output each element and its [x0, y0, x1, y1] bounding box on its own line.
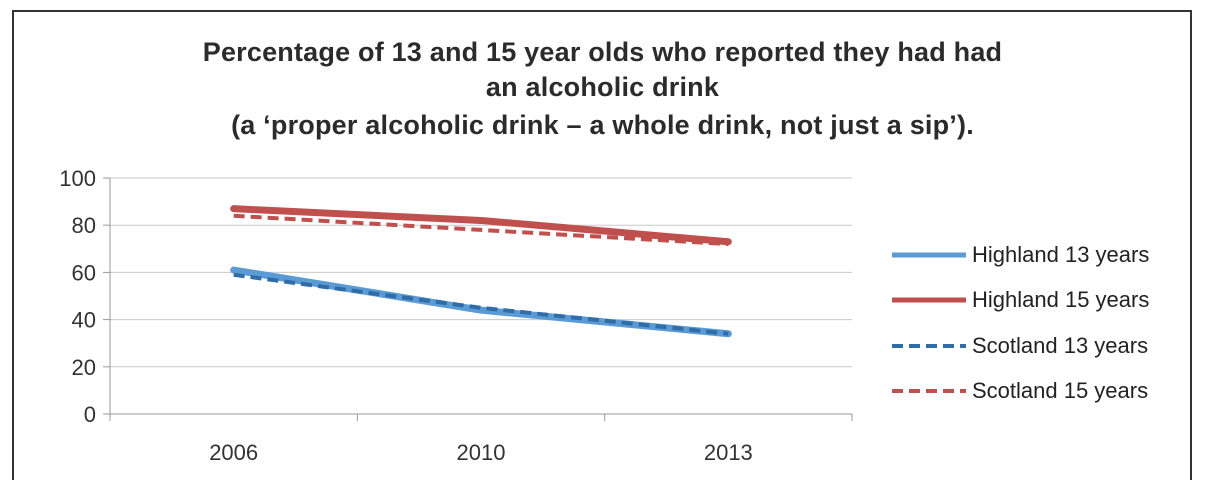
legend-swatch	[892, 343, 966, 348]
legend-label: Scotland 15 years	[972, 378, 1149, 404]
series-line-scotland-15-years	[233, 213, 729, 247]
series-line-highland-13-years	[230, 266, 732, 338]
chart-title-line-1: Percentage of 13 and 15 year olds who re…	[202, 37, 1003, 67]
y-tick-label: 40	[72, 308, 96, 333]
chart-frame	[12, 10, 1192, 480]
series-line-scotland-13-years	[233, 272, 729, 336]
legend: Highland 13 years Highland 15 years Scotla…	[890, 232, 1149, 414]
y-tick-label: 0	[84, 402, 96, 427]
legend-item: Highland 13 years	[890, 232, 1149, 278]
chart-title-line-2: an alcoholic drink	[485, 72, 720, 102]
y-tick-label: 100	[59, 166, 96, 191]
chart-title-line-3: (a ‘proper alcoholic drink – a whole dri…	[231, 110, 974, 140]
legend-swatch	[892, 297, 966, 303]
x-tick-label-2010: 2010	[457, 440, 506, 465]
legend-label: Highland 15 years	[972, 287, 1150, 313]
legend-label: Highland 13 years	[972, 241, 1150, 267]
series-line-highland-15-years	[230, 205, 732, 246]
y-tick-label: 60	[72, 260, 96, 285]
legend-item: Scotland 13 years	[890, 323, 1149, 369]
x-tick-label-2013: 2013	[704, 440, 753, 465]
x-tick-label-2006: 2006	[209, 440, 258, 465]
legend-swatch	[892, 389, 966, 394]
legend-item: Scotland 15 years	[890, 369, 1149, 415]
y-tick-label: 20	[72, 355, 96, 380]
y-tick-label: 80	[72, 213, 96, 238]
legend-label: Scotland 13 years	[972, 332, 1149, 358]
legend-swatch	[892, 252, 966, 258]
legend-item: Highland 15 years	[890, 278, 1149, 324]
